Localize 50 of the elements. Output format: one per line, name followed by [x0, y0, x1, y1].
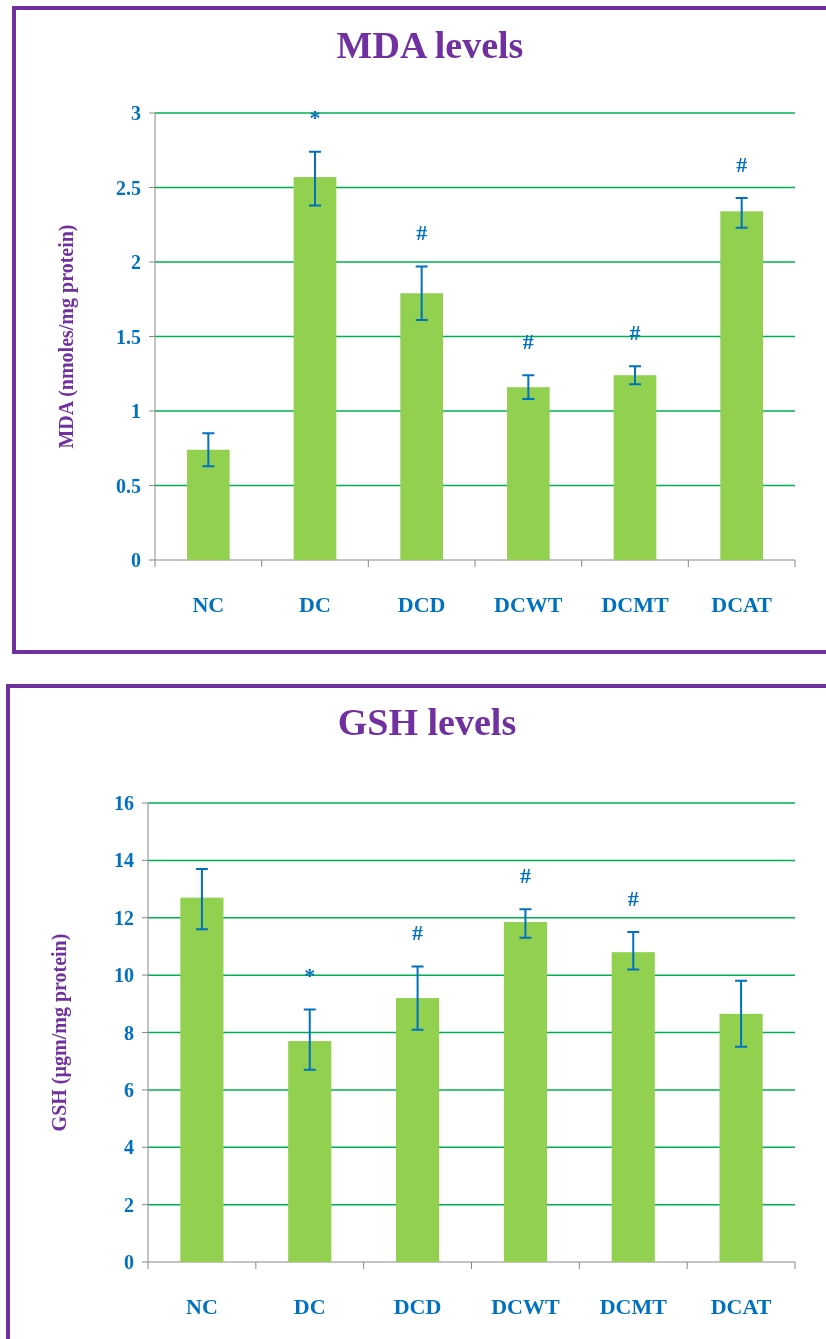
x-tick-label: DCMT: [601, 592, 669, 617]
data-label: #: [416, 220, 428, 246]
data-label: #: [627, 885, 639, 911]
bar: [293, 177, 337, 560]
x-tick-label: NC: [192, 592, 225, 617]
y-tick-label: 12: [114, 906, 134, 929]
y-tick-label: 2.5: [116, 176, 141, 199]
y-tick-label: 0: [124, 1251, 134, 1273]
y-tick-label: 1: [131, 400, 141, 422]
x-tick-label: DC: [293, 1294, 326, 1319]
x-tick-label: DCD: [393, 1294, 442, 1319]
bar: [180, 897, 224, 1262]
bar: [613, 375, 657, 560]
bar: [396, 998, 440, 1262]
y-tick-label: 0: [131, 549, 141, 571]
x-tick-label: DCAT: [711, 592, 773, 617]
y-tick-label: 6: [124, 1078, 134, 1101]
bar: [611, 952, 655, 1262]
bar: [400, 293, 443, 560]
x-tick-label: DCMT: [599, 1294, 668, 1319]
y-tick-label: 8: [124, 1021, 134, 1044]
x-tick-label: NC: [186, 1294, 218, 1319]
data-label: #: [522, 328, 534, 354]
y-tick-label: 2: [131, 251, 141, 273]
y-tick-label: 4: [124, 1136, 134, 1159]
bar: [507, 387, 550, 560]
data-label: #: [736, 151, 748, 177]
x-tick-label: DCWT: [494, 592, 563, 617]
y-tick-label: 3: [131, 102, 141, 124]
bar: [720, 211, 763, 560]
data-label: #: [412, 920, 424, 946]
y-tick-label: 16: [114, 792, 134, 814]
y-tick-label: 10: [114, 964, 134, 987]
chart-title: MDA levels: [336, 24, 524, 66]
y-tick-label: 2: [124, 1193, 134, 1216]
bar: [503, 922, 547, 1262]
y-tick-label: 1.5: [116, 325, 141, 348]
y-axis-title: GSH (µgm/mg protein): [48, 933, 71, 1132]
x-tick-label: DCD: [397, 592, 446, 617]
x-tick-label: DCWT: [491, 1294, 560, 1319]
bar: [288, 1041, 332, 1262]
y-axis-title: MDA (nmoles/mg protein): [55, 224, 78, 449]
bar: [187, 449, 230, 560]
y-tick-label: 14: [114, 849, 134, 872]
data-label: #: [519, 862, 531, 888]
x-tick-label: DC: [299, 592, 331, 617]
bar: [719, 1013, 763, 1262]
x-tick-label: DCAT: [710, 1294, 772, 1319]
chart-title: GSH levels: [337, 701, 517, 743]
y-tick-label: 0.5: [116, 474, 141, 497]
